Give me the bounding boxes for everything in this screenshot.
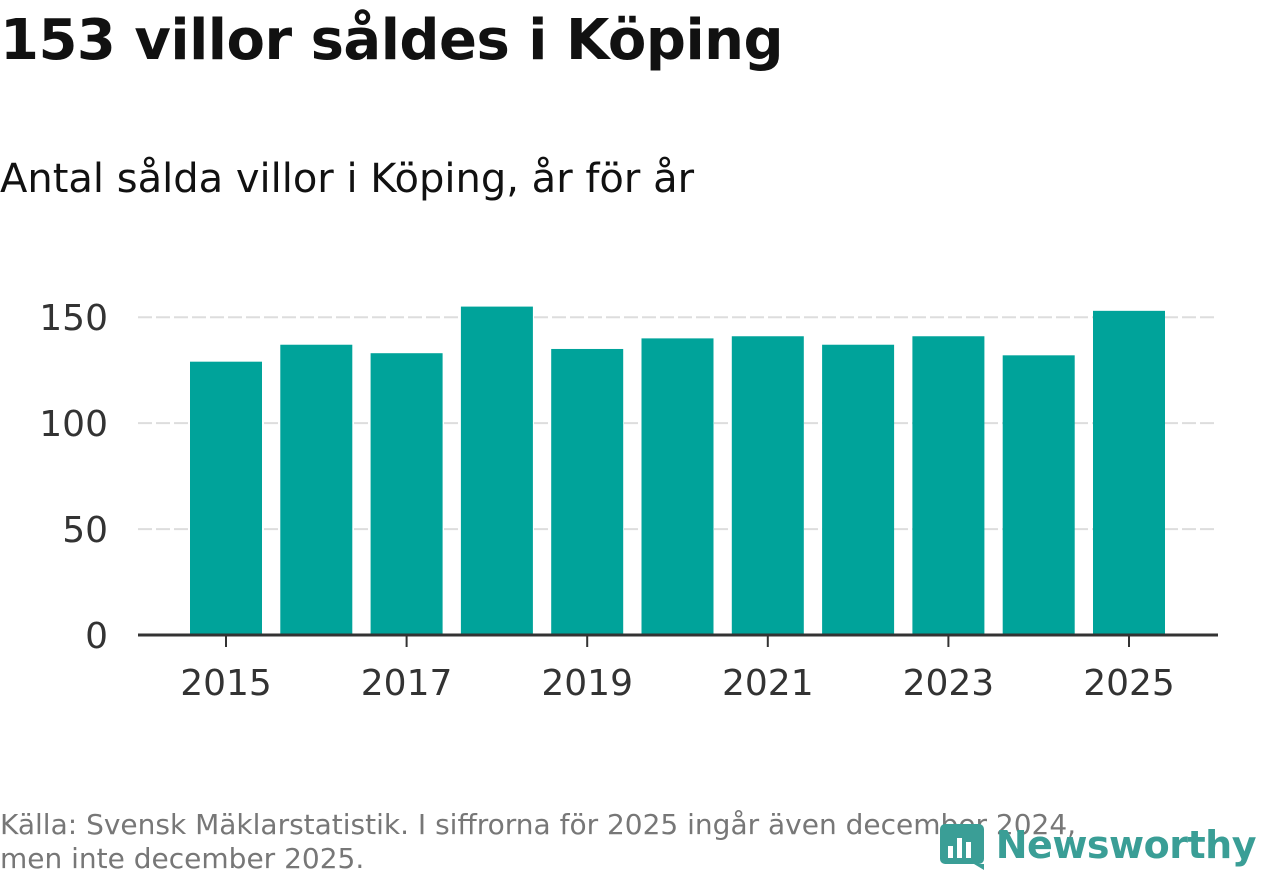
bar-chart-logo-icon — [939, 824, 984, 870]
bar-2024 — [1002, 355, 1075, 635]
source-line-1: Källa: Svensk Mäklarstatistik. I siffror… — [0, 808, 1077, 841]
x-tick-label: 2017 — [361, 663, 453, 704]
bar-2019 — [551, 348, 624, 635]
x-tick-label: 2021 — [722, 663, 814, 704]
newsworthy-logo: Newsworthy — [938, 820, 1257, 870]
logo-text: Newsworthy — [995, 823, 1257, 867]
chart-title: 153 villor såldes i Köping — [0, 8, 784, 73]
y-tick-label: 0 — [85, 616, 108, 657]
chart-subtitle: Antal sålda villor i Köping, år för år — [0, 156, 695, 202]
bar-2015 — [190, 361, 262, 635]
bar-2018 — [460, 306, 533, 635]
bar-2020 — [641, 338, 714, 635]
x-tick-label: 2019 — [541, 663, 633, 704]
x-tick-label: 2015 — [180, 663, 272, 704]
y-tick-label: 150 — [39, 298, 108, 339]
source-note: Källa: Svensk Mäklarstatistik. I siffror… — [0, 808, 1076, 876]
y-tick-label: 100 — [39, 404, 108, 445]
bar-chart: 0 50 100 150 2015 2017 2019 2021 2023 2025 — [39, 298, 1218, 704]
bar-2016 — [280, 344, 353, 635]
y-tick-label: 50 — [62, 510, 108, 551]
x-tick-label: 2023 — [903, 663, 995, 704]
source-line-2: men inte december 2025. — [0, 842, 365, 875]
bar-2017 — [370, 353, 443, 635]
x-tick-label: 2025 — [1083, 663, 1175, 704]
bar-2025 — [1093, 310, 1165, 635]
bar-2022 — [822, 344, 895, 635]
bar-2021 — [731, 336, 804, 635]
bar-2023 — [912, 336, 985, 635]
